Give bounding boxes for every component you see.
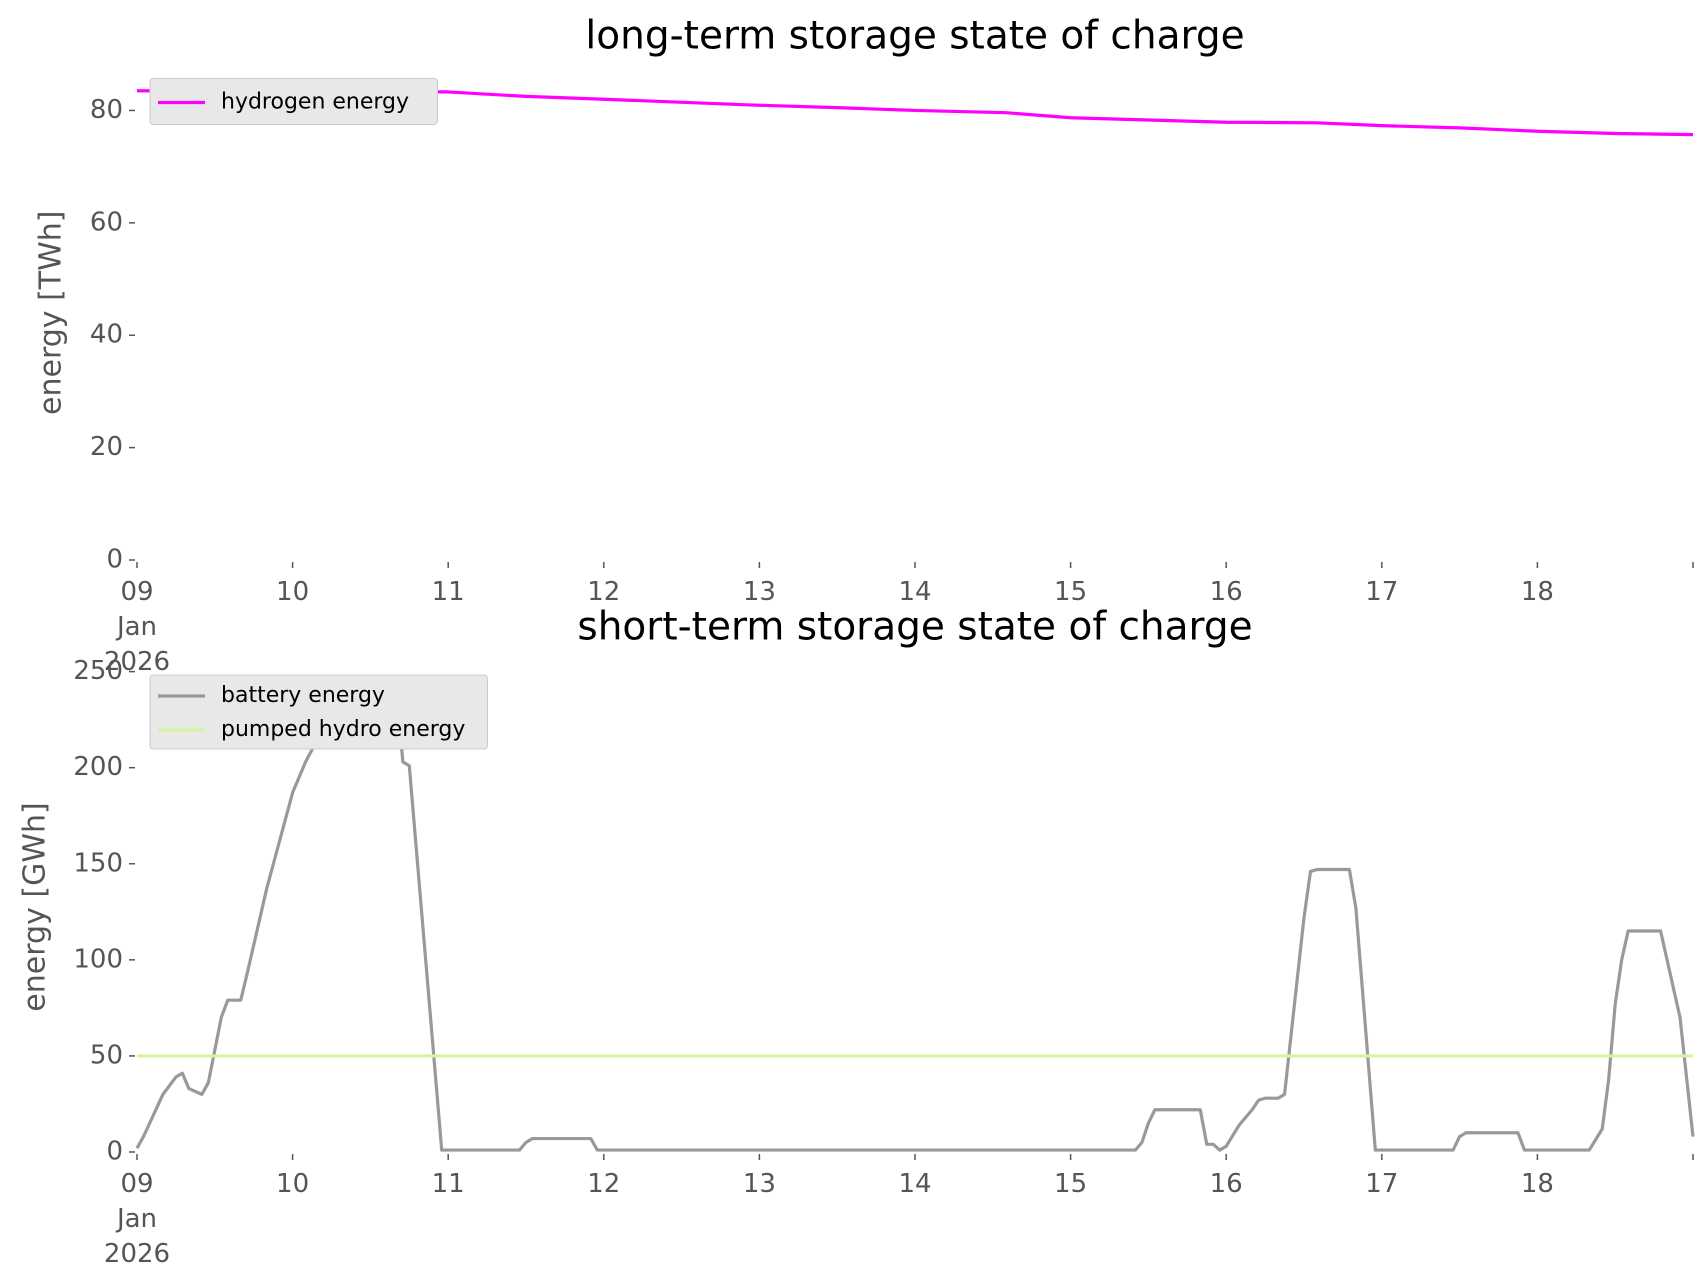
chart-title: long-term storage state of charge xyxy=(585,14,1244,59)
y-tick-label: 0 xyxy=(106,1137,123,1167)
legend-label: battery energy xyxy=(221,683,385,708)
x-tick-label: 09 Jan 2026 xyxy=(104,577,170,677)
x-tick-label: 09 Jan 2026 xyxy=(104,1169,170,1269)
x-tick-label: 14 xyxy=(898,1169,931,1199)
y-tick-label: 250 xyxy=(73,656,123,686)
x-tick-label: 17 xyxy=(1365,577,1398,607)
x-tick-label: 13 xyxy=(743,1169,776,1199)
x-tick-label: 14 xyxy=(898,577,931,607)
legend-label: pumped hydro energy xyxy=(221,717,465,742)
y-tick-label: 40 xyxy=(90,320,123,350)
legend-box xyxy=(149,78,438,125)
legend-label: hydrogen energy xyxy=(221,90,409,115)
y-tick-label: 80 xyxy=(90,95,123,125)
x-tick-label: 13 xyxy=(743,577,776,607)
x-tick-label: 12 xyxy=(587,577,620,607)
x-tick-label: 16 xyxy=(1210,577,1243,607)
series-line xyxy=(135,681,1695,1152)
x-tick-label: 16 xyxy=(1210,1169,1243,1199)
y-tick-label: 20 xyxy=(90,432,123,462)
x-tick-label: 11 xyxy=(432,1169,465,1199)
x-tick-label: 11 xyxy=(432,577,465,607)
y-axis-label: energy [GWh] xyxy=(18,802,53,1011)
y-tick-label: 150 xyxy=(73,848,123,878)
series-line xyxy=(136,89,1694,137)
x-tick-label: 12 xyxy=(587,1169,620,1199)
x-tick-label: 17 xyxy=(1365,1169,1398,1199)
x-tick-label: 10 xyxy=(276,1169,309,1199)
y-tick-label: 60 xyxy=(90,207,123,237)
y-tick-label: 0 xyxy=(106,545,123,575)
legend-box xyxy=(149,674,488,750)
x-tick-label: 18 xyxy=(1521,577,1554,607)
y-tick-label: 200 xyxy=(73,752,123,782)
chart-title: short-term storage state of charge xyxy=(577,605,1252,650)
y-tick-label: 50 xyxy=(90,1040,123,1070)
x-tick-label: 15 xyxy=(1054,1169,1087,1199)
y-axis-label: energy [TWh] xyxy=(34,211,69,415)
x-tick-label: 10 xyxy=(276,577,309,607)
x-tick-label: 18 xyxy=(1521,1169,1554,1199)
y-tick-label: 100 xyxy=(73,944,123,974)
x-tick-label: 15 xyxy=(1054,577,1087,607)
